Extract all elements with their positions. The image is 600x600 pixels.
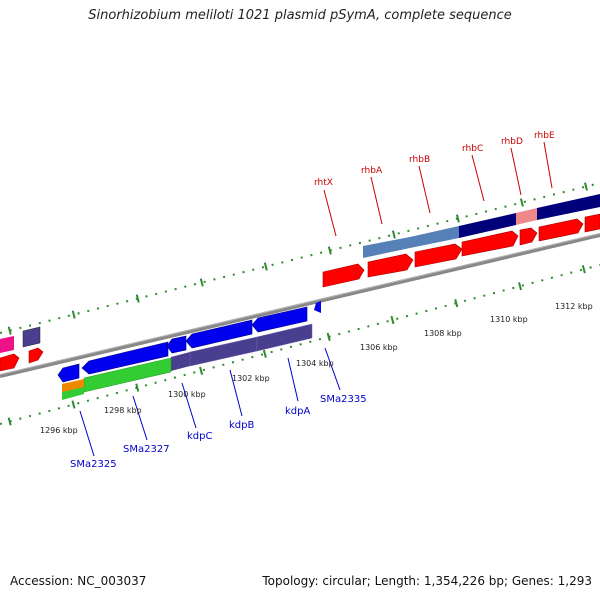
- gene-label-SMa2325: SMa2325: [70, 459, 117, 470]
- kdp-blue-genes[interactable]: [57, 301, 321, 383]
- gene-label-kdpB: kdpB: [229, 420, 254, 431]
- topology-label: Topology: circular; Length: 1,354,226 bp…: [262, 574, 592, 588]
- scale-major-tick: [199, 278, 204, 287]
- gene-label-kdpC: kdpC: [187, 431, 212, 442]
- scale-major-tick: [71, 400, 76, 409]
- scale-major-tick: [199, 366, 204, 375]
- tick-label: 1308 kbp: [424, 329, 462, 338]
- scale-major-tick: [519, 198, 524, 207]
- scale-major-tick: [584, 182, 588, 191]
- gene-label-SMa2335: SMa2335: [320, 394, 367, 405]
- left-edge-genes[interactable]: [0, 326, 44, 372]
- rhb-forward-track-navy[interactable]: [459, 194, 600, 238]
- scale-major-tick: [581, 265, 586, 274]
- upper-scale: [0, 182, 600, 335]
- tick-label: 1296 kbp: [40, 426, 78, 435]
- gene-label-kdpA: kdpA: [285, 406, 310, 417]
- scale-major-tick: [326, 332, 331, 342]
- gene-label-rhbA: rhbA: [361, 166, 383, 176]
- tick-label: 1300 kbp: [168, 390, 206, 399]
- scale-major-tick: [390, 315, 395, 325]
- top-gene-labels: rhtX rhbA rhbB rhbC rhbD rhbE: [314, 131, 555, 188]
- gene-label-rhbC: rhbC: [462, 144, 483, 154]
- map-title: Sinorhizobium meliloti 1021 plasmid pSym…: [88, 8, 512, 23]
- scale-major-tick: [71, 310, 76, 319]
- rhb-red-genes[interactable]: [322, 213, 600, 288]
- tick-labels: 1296 kbp 1298 kbp 1300 kbp 1302 kbp 1304…: [40, 302, 593, 435]
- tick-label: 1312 kbp: [555, 302, 593, 311]
- gene-label-rhbB: rhbB: [409, 155, 430, 165]
- lower-scale: [0, 264, 600, 426]
- scale-major-tick: [7, 326, 12, 335]
- scale-major-tick: [7, 417, 12, 426]
- tick-label: 1310 kbp: [490, 315, 528, 324]
- backbone: [0, 233, 600, 378]
- tick-label: 1304 kbp: [296, 359, 334, 368]
- gene-label-rhbD: rhbD: [501, 137, 523, 147]
- scale-major-tick: [262, 349, 267, 358]
- tick-label: 1306 kbp: [360, 343, 398, 352]
- gene-label-rhbE: rhbE: [534, 131, 555, 141]
- scale-major-tick: [455, 214, 460, 223]
- rhb-forward-track-steel[interactable]: [363, 226, 459, 258]
- tick-label: 1302 kbp: [232, 374, 270, 383]
- scale-major-tick: [454, 298, 459, 308]
- kdp-green-track[interactable]: [62, 357, 172, 400]
- gene-label-rhtX: rhtX: [314, 178, 333, 188]
- accession-label: Accession: NC_003037: [10, 574, 147, 588]
- kdp-slate-track[interactable]: [171, 323, 313, 371]
- bottom-gene-labels: SMa2325 SMa2327 kdpC kdpB kdpA SMa2335: [70, 394, 367, 470]
- gene-label-SMa2327: SMa2327: [123, 444, 170, 455]
- tick-label: 1298 kbp: [104, 406, 142, 415]
- scale-major-tick: [135, 294, 140, 303]
- scale-major-tick: [135, 383, 140, 392]
- top-label-leaders: [323, 141, 553, 237]
- scale-major-tick: [263, 262, 268, 271]
- scale-major-tick: [391, 230, 396, 239]
- scale-major-tick: [327, 246, 332, 255]
- bottom-label-leaders: [79, 347, 341, 457]
- scale-major-tick: [518, 282, 523, 291]
